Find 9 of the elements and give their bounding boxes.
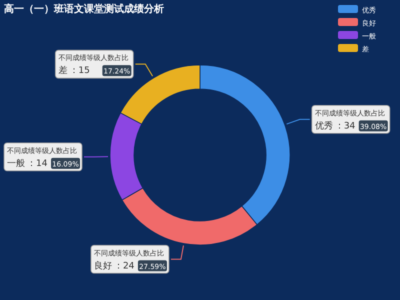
slice-label: 优秀 (314, 120, 333, 132)
chart-title: 高一（一）班语文课堂测试成绩分析 (4, 3, 164, 15)
slice-label: 差 (58, 65, 68, 76)
slice-label: 良好 (94, 260, 112, 272)
text: ：14 (27, 158, 48, 169)
text: ：34 (334, 121, 356, 132)
text: ：24 (114, 261, 135, 272)
category-label: 一般 (7, 158, 26, 169)
text: ：15 (69, 66, 90, 76)
